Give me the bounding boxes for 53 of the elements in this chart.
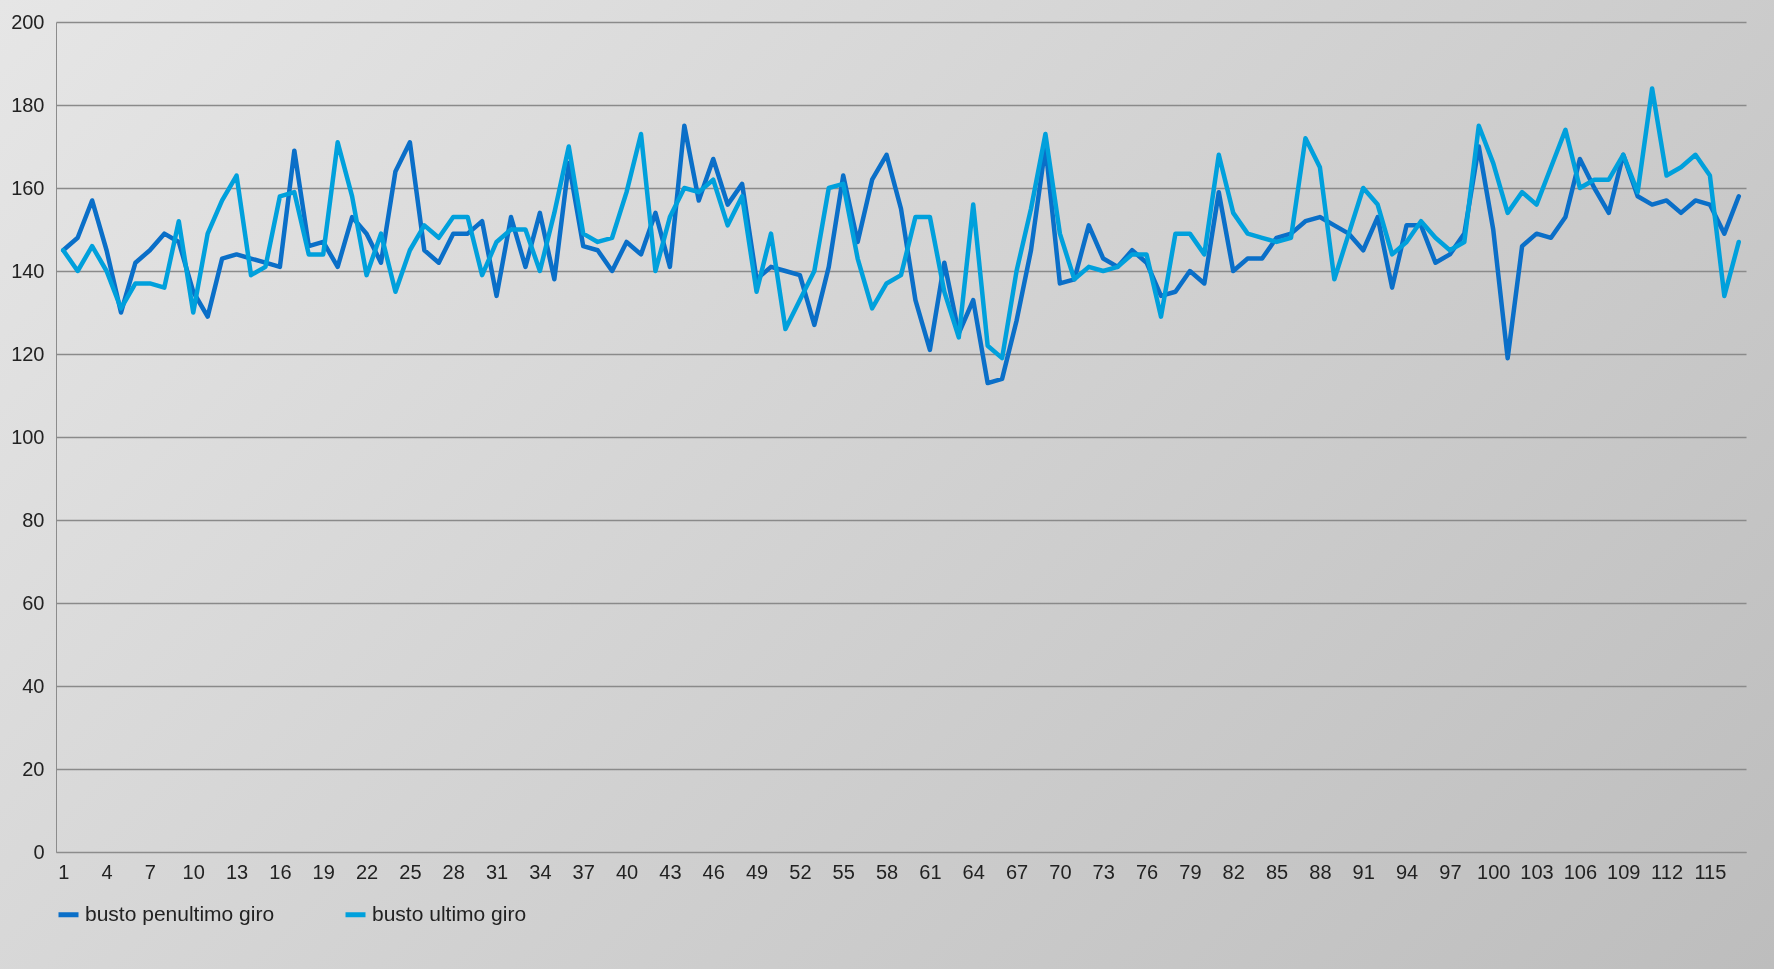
x-tick-label: 100: [1477, 860, 1511, 883]
x-tick-label: 31: [485, 860, 509, 883]
x-tick-label: 88: [1309, 860, 1332, 883]
y-tick-label: 0: [33, 840, 45, 863]
x-tick-label: 85: [1265, 860, 1289, 883]
x-tick-label: 40: [615, 860, 639, 883]
x-tick-label: 94: [1395, 860, 1419, 883]
x-tick-label: 106: [1563, 860, 1598, 883]
x-tick-label: 25: [399, 860, 422, 883]
x-tick-label: 13: [225, 860, 249, 883]
x-tick-label: 82: [1222, 860, 1245, 883]
y-tick-label: 60: [22, 591, 45, 614]
x-tick-label: 103: [1520, 860, 1554, 883]
x-tick-label: 79: [1179, 860, 1202, 883]
x-tick-label: 43: [659, 860, 682, 883]
x-tick-label: 70: [1049, 860, 1072, 883]
x-tick-label: 49: [745, 860, 769, 883]
y-tick-label: 120: [11, 342, 45, 365]
x-tick-label: 52: [789, 860, 812, 883]
x-tick-label: 112: [1651, 860, 1683, 883]
x-tick-label: 55: [832, 860, 855, 883]
x-tick-label: 28: [442, 860, 465, 883]
x-tick-label: 7: [144, 860, 156, 883]
y-tick-label: 140: [11, 259, 45, 282]
x-tick-label: 46: [702, 860, 725, 883]
x-tick-label: 115: [1694, 860, 1727, 883]
x-tick-label: 97: [1439, 860, 1462, 883]
legend-label: busto ultimo giro: [372, 901, 527, 925]
y-tick-label: 180: [11, 93, 45, 116]
x-tick-label: 109: [1607, 860, 1641, 883]
y-tick-label: 100: [11, 425, 45, 448]
x-tick-label: 67: [1005, 860, 1029, 883]
x-tick-label: 58: [875, 860, 899, 883]
x-tick-label: 34: [529, 860, 552, 883]
x-tick-label: 91: [1352, 860, 1375, 883]
x-tick-label: 1: [58, 860, 70, 883]
x-tick-label: 22: [355, 860, 379, 883]
x-tick-label: 37: [572, 860, 595, 883]
y-tick-label: 40: [22, 674, 45, 697]
x-tick-label: 4: [101, 860, 113, 883]
y-tick-label: 80: [22, 508, 45, 531]
y-tick-label: 160: [11, 176, 45, 199]
x-tick-label: 73: [1092, 860, 1115, 883]
x-tick-label: 64: [962, 860, 985, 883]
x-tick-label: 61: [919, 860, 942, 883]
y-tick-label: 200: [11, 10, 45, 33]
x-tick-label: 76: [1135, 860, 1159, 883]
y-tick-label: 20: [22, 757, 45, 780]
x-tick-label: 16: [269, 860, 292, 883]
legend-label: busto penultimo giro: [85, 901, 275, 925]
x-tick-label: 19: [312, 860, 335, 883]
x-tick-label: 10: [182, 860, 205, 883]
line-series: [60, 86, 1742, 361]
